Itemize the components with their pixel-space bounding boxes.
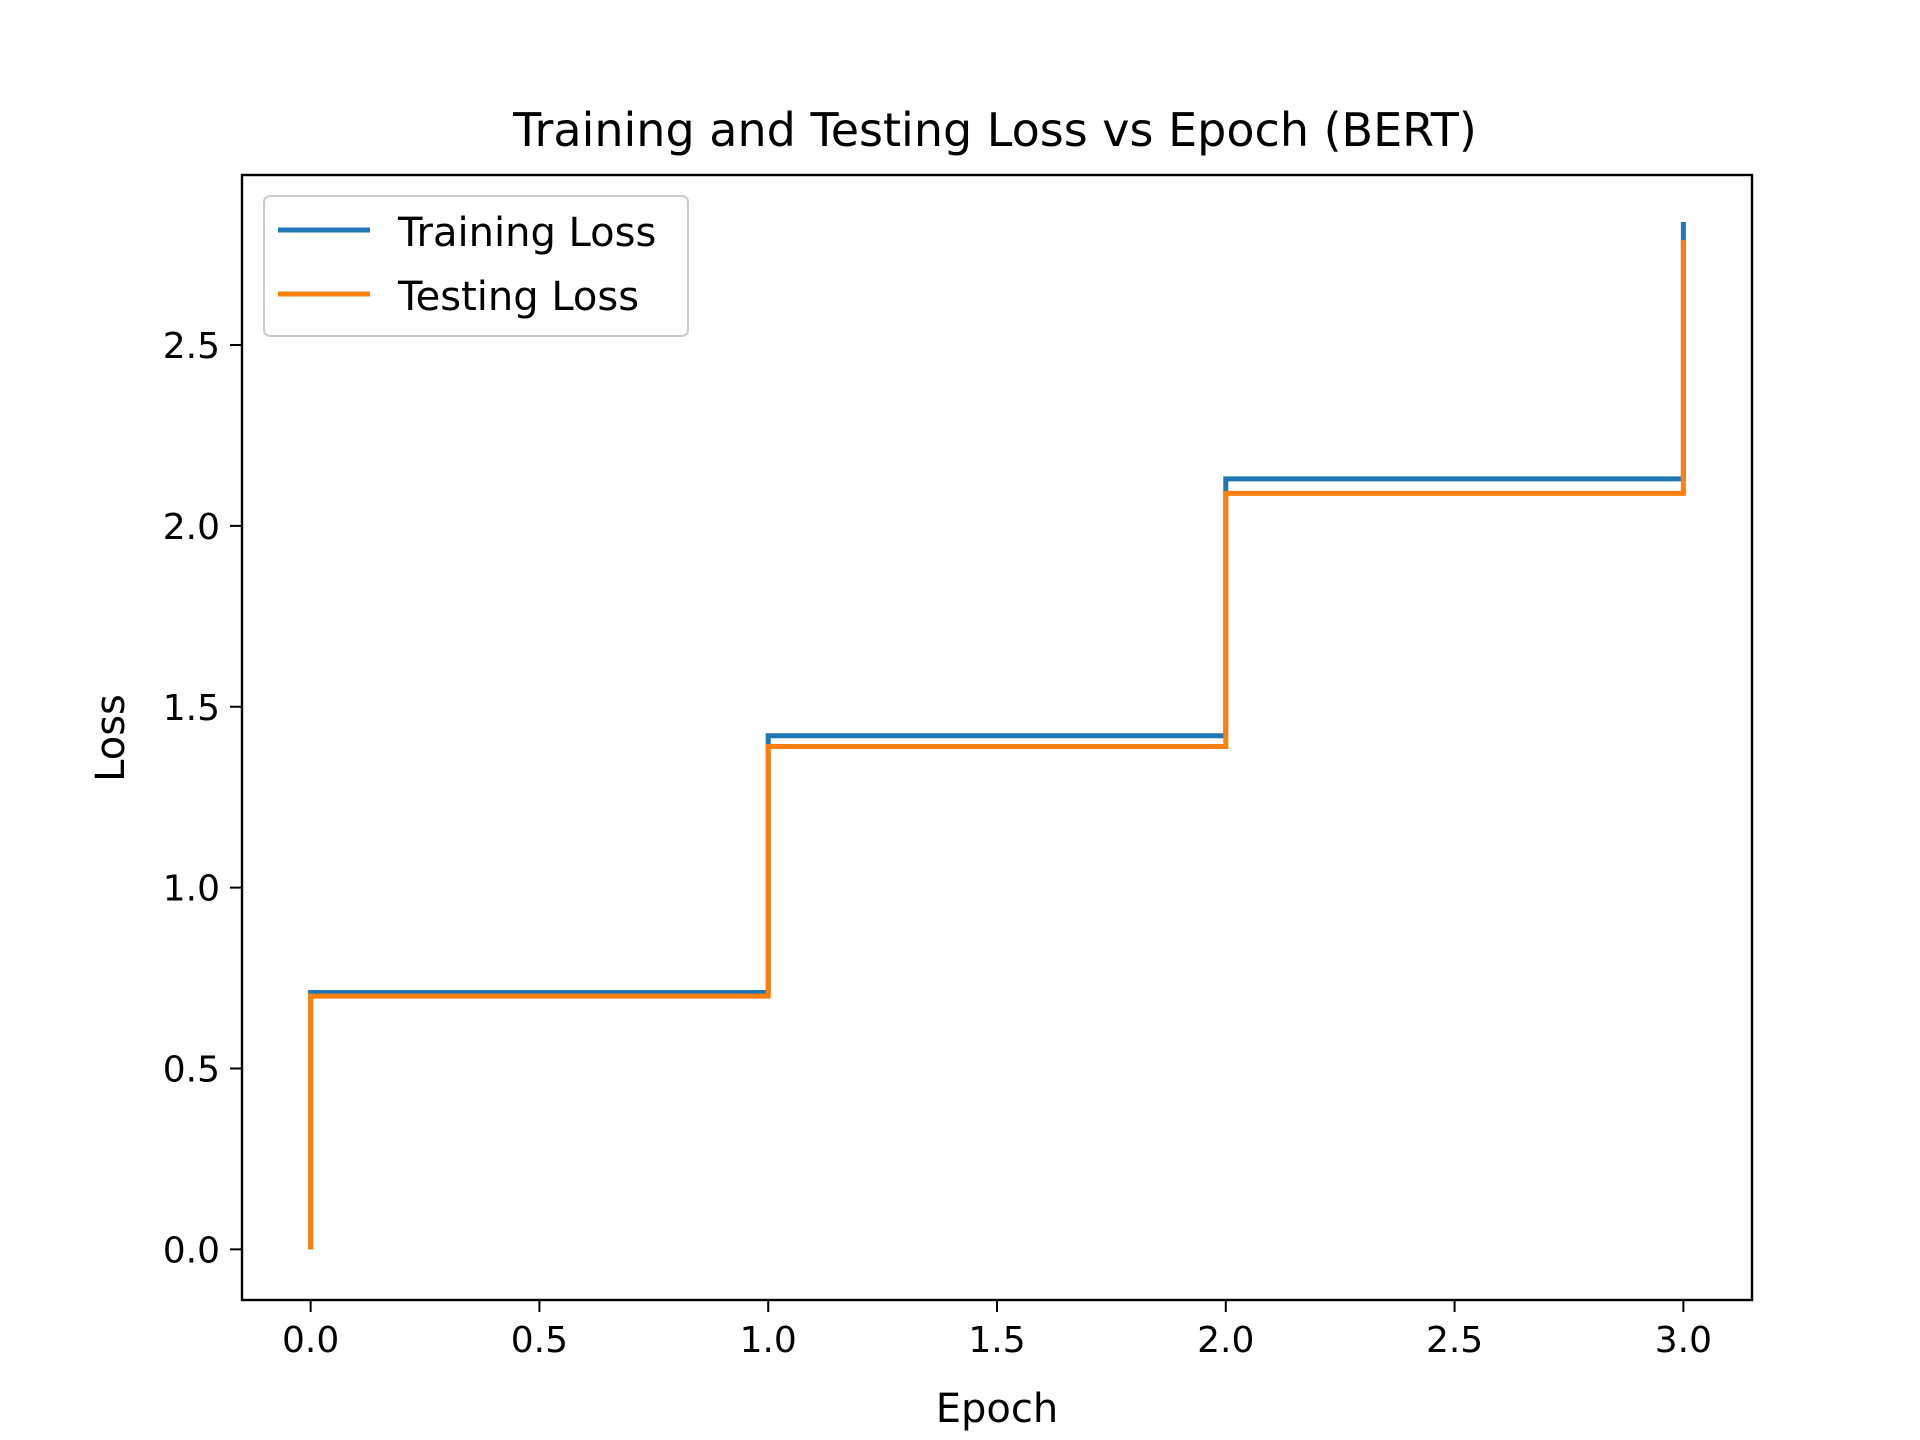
y-tick-label: 0.5 [163,1049,220,1090]
y-tick-label: 2.5 [163,326,220,367]
x-tick-label: 2.0 [1197,1320,1254,1361]
y-axis-label: Loss [88,694,134,782]
y-tick-label: 1.5 [163,688,220,729]
legend-label-training: Training Loss [397,210,656,256]
y-tick-label: 1.0 [163,869,220,910]
y-tick-label: 0.0 [163,1230,220,1271]
x-tick-label: 1.5 [968,1320,1025,1361]
x-tick-label: 1.0 [740,1320,797,1361]
chart-title: Training and Testing Loss vs Epoch (BERT… [512,103,1477,157]
x-axis-label: Epoch [936,1386,1058,1432]
x-tick-label: 0.5 [511,1320,568,1361]
x-tick-label: 0.0 [282,1320,339,1361]
y-tick-label: 2.0 [163,507,220,548]
legend-label-testing: Testing Loss [397,274,639,320]
legend: Training Loss Testing Loss [263,195,689,337]
x-tick-label: 3.0 [1655,1320,1712,1361]
y-axis-ticks: 0.0 0.5 1.0 1.5 2.0 2.5 [163,326,242,1271]
series-line-testing [308,240,1686,1250]
x-tick-label: 2.5 [1426,1320,1483,1361]
series-layer [308,222,1686,1250]
x-axis-ticks: 0.0 0.5 1.0 1.5 2.0 2.5 3.0 [282,1300,1712,1361]
series-line-training [308,222,1686,1250]
